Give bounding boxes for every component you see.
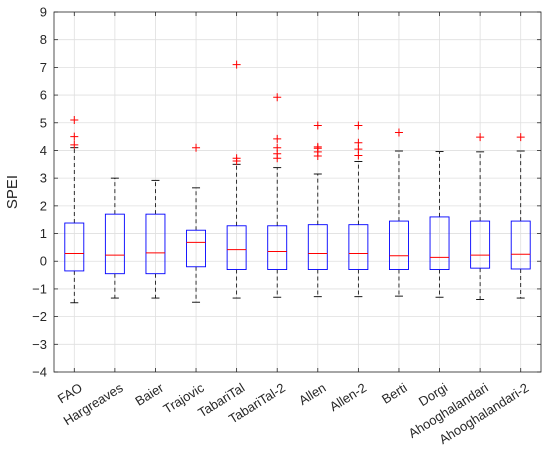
y-tick-label: 4 — [40, 143, 47, 158]
y-tick-label: −4 — [32, 365, 47, 380]
box-group — [104, 177, 125, 299]
box-iqr — [145, 213, 166, 275]
y-tick-label: 0 — [40, 254, 47, 269]
x-tick-label: Berti — [379, 380, 410, 407]
y-tick-label: −2 — [32, 309, 47, 324]
box-group — [64, 116, 85, 304]
box-group — [186, 143, 206, 303]
outlier-marker — [70, 140, 79, 149]
box-group — [389, 128, 409, 297]
outlier-marker — [313, 142, 322, 151]
box-iqr — [348, 224, 369, 270]
outlier-marker — [70, 116, 79, 124]
box-group — [470, 133, 491, 300]
box-iqr — [307, 224, 328, 270]
y-tick-label: 1 — [40, 226, 47, 241]
box-group — [307, 121, 328, 298]
outlier-marker — [313, 121, 322, 130]
y-tick-label: 9 — [40, 5, 47, 20]
box-iqr — [510, 220, 531, 270]
x-tick-label: Allen — [296, 380, 328, 408]
y-tick-label: −1 — [32, 281, 47, 296]
box-iqr — [226, 225, 247, 270]
x-tick-label: Allen-2 — [327, 380, 369, 414]
box-iqr — [267, 225, 288, 270]
outlier-marker — [273, 93, 282, 102]
plot-frame — [53, 11, 542, 373]
box-group — [145, 179, 166, 299]
box-group — [510, 133, 531, 299]
y-tick-label: 7 — [40, 60, 47, 75]
outlier-marker — [354, 138, 363, 147]
outlier-marker — [273, 143, 282, 152]
y-axis-label: SPEI — [4, 175, 21, 209]
box-iqr — [470, 220, 491, 269]
box-iqr — [186, 229, 206, 268]
y-tick-label: 3 — [40, 171, 47, 186]
y-tick-label: −3 — [32, 337, 47, 352]
plot-area — [54, 12, 541, 372]
outlier-marker — [70, 132, 79, 141]
y-tick-label: 8 — [40, 32, 47, 47]
box-group — [226, 60, 247, 299]
box-iqr — [104, 213, 125, 275]
box-group — [348, 121, 369, 298]
box-group — [429, 151, 450, 298]
outlier-marker — [394, 128, 403, 137]
box-group — [267, 93, 288, 298]
outlier-marker — [516, 133, 525, 142]
outlier-marker — [232, 60, 241, 69]
box-iqr — [64, 222, 85, 272]
y-tick-label: 6 — [40, 88, 47, 103]
outlier-marker — [232, 154, 241, 163]
y-axis-ticks: −4 −3 −2 −1 0 1 2 3 4 5 6 7 8 9 — [32, 5, 541, 380]
outlier-marker — [273, 134, 282, 143]
box-series — [64, 60, 531, 304]
outlier-marker — [354, 121, 363, 130]
y-tick-label: 5 — [40, 115, 47, 130]
outlier-marker — [192, 143, 201, 152]
y-tick-label: 2 — [40, 198, 47, 213]
box-iqr — [429, 216, 450, 270]
box-iqr — [389, 220, 409, 270]
outlier-marker — [476, 133, 485, 142]
